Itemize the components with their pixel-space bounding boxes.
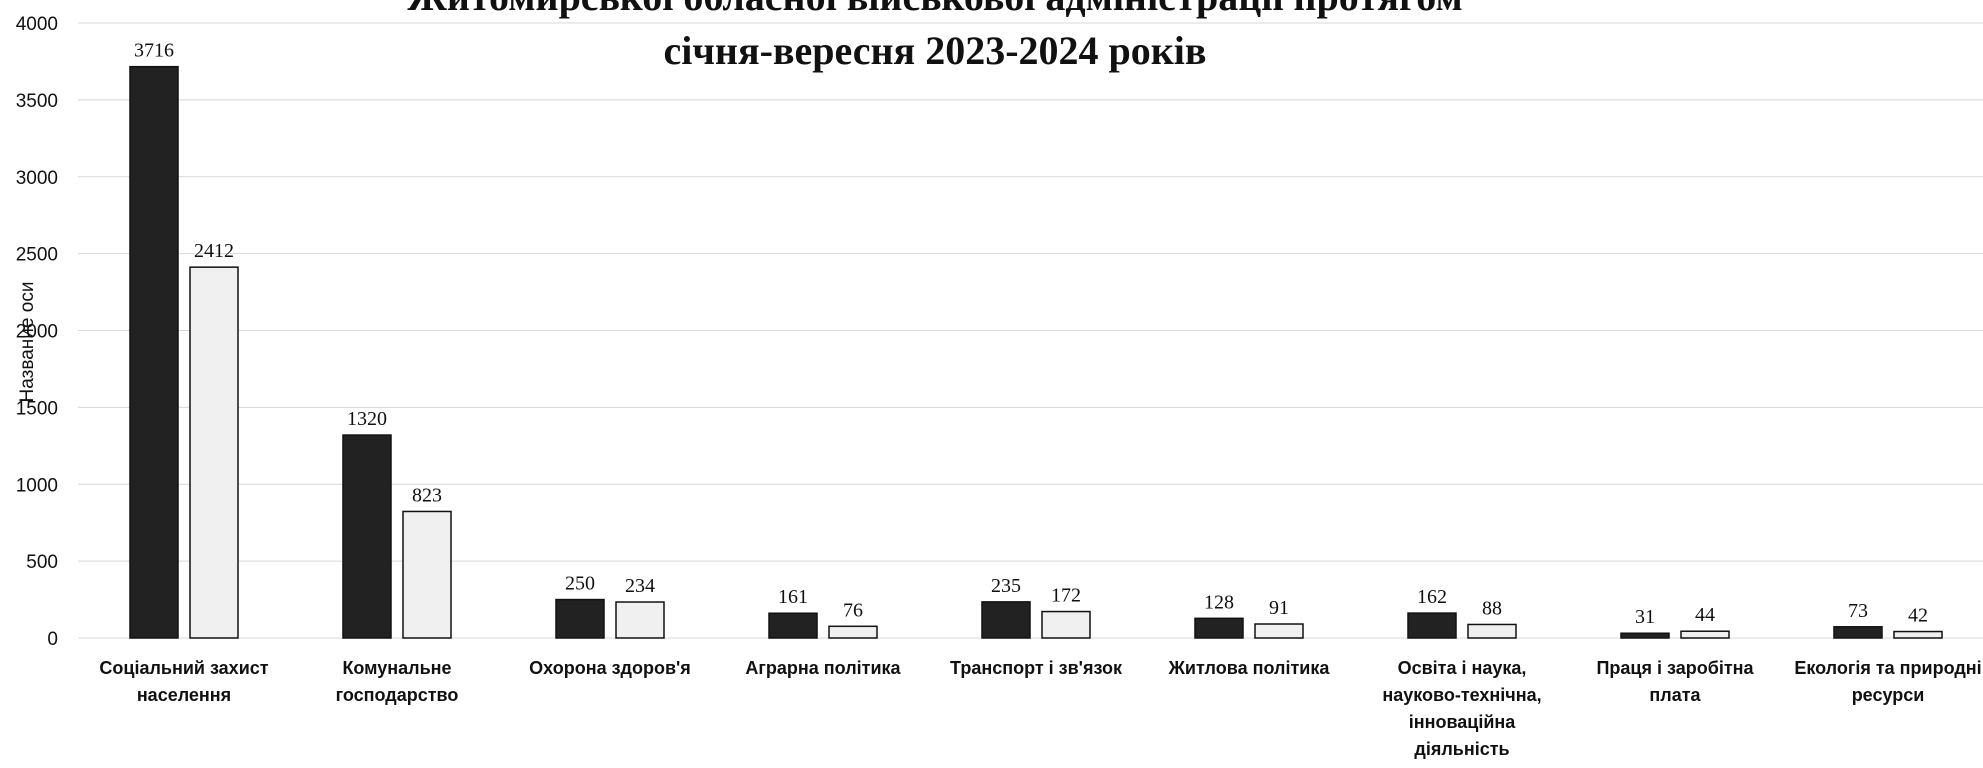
data-labels: 3716 2412 1320 823 250 234 161 76 235 172 128 91 162… <box>134 40 1928 629</box>
bar <box>1041 610 1091 639</box>
x-category-label-line: населення <box>137 685 231 705</box>
data-label: 73 <box>1848 600 1868 622</box>
x-category-label-line: Охорона здоров'я <box>529 658 691 678</box>
bar <box>189 266 239 639</box>
bars <box>129 65 1943 639</box>
data-label: 235 <box>991 575 1021 597</box>
chart-title: Житомирської обласної військової адмініс… <box>407 0 1462 73</box>
x-category-label: Охорона здоров'я <box>529 658 691 678</box>
y-tick-label: 3000 <box>16 168 58 189</box>
data-label: 44 <box>1695 604 1715 626</box>
y-axis-label: Название оси <box>17 282 38 403</box>
bar <box>828 625 878 639</box>
bar <box>1194 617 1244 639</box>
data-label: 161 <box>778 586 808 608</box>
x-category-label: Праця і заробітна плата <box>1596 658 1754 705</box>
x-axis-categories: Соціальний захист населення Комунальне госп… <box>99 658 1981 759</box>
x-category-label: Аграрна політика <box>745 658 901 678</box>
bar <box>768 612 818 639</box>
y-tick-label: 1000 <box>16 475 58 496</box>
x-category-label-line: ресурси <box>1852 685 1925 705</box>
bar <box>342 434 392 639</box>
y-tick-label: 0 <box>47 629 58 650</box>
x-category-label-line: господарство <box>336 685 459 705</box>
data-label: 31 <box>1635 606 1655 628</box>
bar <box>1680 630 1730 639</box>
x-category-label: Соціальний захист населення <box>99 658 268 705</box>
x-category-label: Комунальне господарство <box>336 658 459 705</box>
y-tick-label: 2000 <box>16 322 58 343</box>
data-label: 128 <box>1204 591 1234 613</box>
x-category-label-line: діяльність <box>1414 739 1509 759</box>
x-category-label-line: Транспорт і зв'язок <box>950 658 1123 678</box>
x-category-label-line: Праця і заробітна <box>1596 658 1754 678</box>
x-category-label-line: Аграрна політика <box>745 658 901 678</box>
x-category-label-line: науково-технічна, <box>1382 685 1541 705</box>
y-tick-label: 4000 <box>16 14 58 35</box>
bar <box>402 510 452 639</box>
x-category-label-line: Соціальний захист <box>99 658 268 678</box>
x-category-label: Транспорт і зв'язок <box>950 658 1123 678</box>
gridlines <box>78 22 1983 639</box>
data-label: 1320 <box>347 408 387 430</box>
x-category-label: Житлова політика <box>1168 658 1331 678</box>
data-label: 172 <box>1051 585 1081 607</box>
x-category-label-line: Освіта і наука, <box>1398 658 1527 678</box>
data-label: 250 <box>565 573 595 595</box>
data-label: 162 <box>1417 586 1447 608</box>
chart-title-line: Житомирської обласної військової адмініс… <box>407 0 1462 19</box>
y-axis-ticks: 0 500 1000 1500 2000 2500 3000 3500 4000 <box>16 14 58 650</box>
y-tick-label: 2500 <box>16 245 58 266</box>
x-category-label-line: інноваційна <box>1409 712 1517 732</box>
x-category-label-line: Житлова політика <box>1168 658 1331 678</box>
bar <box>1254 623 1304 639</box>
bar <box>981 601 1031 639</box>
bar <box>1620 632 1670 639</box>
y-tick-label: 500 <box>26 552 58 573</box>
data-label: 2412 <box>194 240 234 262</box>
bar <box>555 598 605 639</box>
chart-title-line: січня-вересня 2023-2024 років <box>663 28 1206 73</box>
data-label: 3716 <box>134 40 174 62</box>
data-label: 823 <box>412 484 442 506</box>
data-label: 91 <box>1269 597 1289 619</box>
data-label: 42 <box>1908 605 1928 627</box>
data-label: 88 <box>1482 597 1502 619</box>
x-category-label-line: Екологія та природні <box>1794 658 1981 678</box>
bar <box>129 65 179 639</box>
y-tick-label: 3500 <box>16 91 58 112</box>
bar <box>1407 612 1457 639</box>
data-label: 234 <box>625 575 655 597</box>
x-category-label: Екологія та природні ресурси <box>1794 658 1981 705</box>
x-category-label-line: Комунальне <box>342 658 451 678</box>
x-category-label: Освіта і наука, науково-технічна, інноваці… <box>1382 658 1541 759</box>
bar <box>1833 626 1883 639</box>
y-tick-label: 1500 <box>16 398 58 419</box>
bar <box>1467 623 1517 639</box>
bar <box>1893 630 1943 639</box>
bar <box>615 601 665 639</box>
x-category-label-line: плата <box>1649 685 1701 705</box>
data-label: 76 <box>843 599 863 621</box>
